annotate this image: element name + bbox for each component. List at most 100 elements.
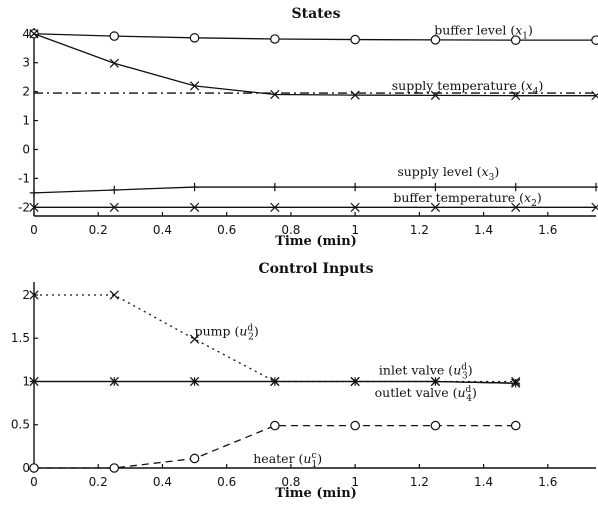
series-line-1-1 xyxy=(33,33,596,41)
x-axis-title-1: Time (min) xyxy=(275,234,357,249)
series-marker-2-4-3 xyxy=(189,453,200,464)
series-marker-2-3-3 xyxy=(190,377,199,386)
x-tick-label-2-5: 0.8 xyxy=(281,475,300,489)
series-marker-2-4-7 xyxy=(510,420,521,431)
y-tick-label-2-1: 2 xyxy=(22,288,30,302)
x-tick-label-2-4: 0.6 xyxy=(217,475,236,489)
series-marker-1-1-2 xyxy=(109,31,120,41)
series-label-1-2: supply temperature (x4) xyxy=(392,78,544,97)
series-2-4: heater (uc 1) xyxy=(29,420,521,473)
series-1-4: supply level (x3) xyxy=(29,164,598,198)
series-marker-1-5-3 xyxy=(189,202,200,212)
series-1-2: supply temperature (x4) xyxy=(29,29,598,101)
series-line-1-4 xyxy=(33,186,596,194)
y-tick-label-1-6: -1 xyxy=(18,171,30,185)
series-marker-2-4-1 xyxy=(29,463,39,473)
x-tick-label-1-5: 0.8 xyxy=(281,223,300,237)
x-tick-label-1-9: 1.6 xyxy=(538,223,557,237)
series-marker-2-3-6 xyxy=(431,377,440,386)
series-1-1: buffer level (x1) xyxy=(29,22,598,45)
series-marker-2-3-2 xyxy=(110,377,119,386)
series-marker-2-3-4 xyxy=(270,377,280,386)
series-label-1-5: buffer temperature (x2) xyxy=(393,190,541,209)
x-axis-title-2: Time (min) xyxy=(275,486,357,501)
series-2-3: outlet valve (ud 4) xyxy=(29,377,520,404)
series-label-2-2: inlet valve (ud 3) xyxy=(379,363,473,382)
series-marker-1-4-7 xyxy=(511,182,520,192)
series-marker-1-4-1 xyxy=(29,188,39,198)
series-marker-1-4-8 xyxy=(591,182,598,192)
series-marker-2-3-1 xyxy=(29,377,39,386)
series-marker-1-1-5 xyxy=(350,34,360,45)
y-tick-label-1-1: 4 xyxy=(22,27,30,41)
series-line-1-2 xyxy=(33,33,596,97)
x-tick-label-1-6: 1 xyxy=(351,223,359,237)
x-tick-label-1-1: 0 xyxy=(30,223,38,237)
y-tick-label-1-3: 2 xyxy=(22,85,30,99)
series-marker-1-5-5 xyxy=(350,202,360,212)
series-marker-1-5-2 xyxy=(109,202,119,212)
series-marker-1-4-5 xyxy=(350,182,360,192)
series-marker-1-4-4 xyxy=(270,182,280,192)
x-tick-label-2-9: 1.6 xyxy=(538,475,557,489)
series-marker-1-1-4 xyxy=(270,34,280,44)
chart-panel-2: Control Inputs 0 0.2 0.4 0.6 0.8 1 1.2 1.4 1.6 2 1.… xyxy=(11,261,596,501)
x-tick-label-2-6: 1 xyxy=(351,475,359,489)
y-tick-label-2-4: 0.5 xyxy=(11,418,30,432)
series-marker-1-1-6 xyxy=(430,35,441,45)
y-tick-label-1-7: -2 xyxy=(18,200,30,214)
series-marker-1-5-7 xyxy=(511,202,521,212)
x-tick-label-2-1: 0 xyxy=(30,475,38,489)
series-marker-1-1-8 xyxy=(591,35,598,45)
x-tick-label-2-2: 0.2 xyxy=(89,475,108,489)
x-tick-label-1-2: 0.2 xyxy=(89,223,108,237)
x-tick-label-1-7: 1.2 xyxy=(410,223,429,237)
series-marker-2-3-5 xyxy=(350,377,360,386)
series-marker-1-1-3 xyxy=(189,33,200,43)
series-marker-2-4-4 xyxy=(270,420,280,431)
series-marker-1-4-3 xyxy=(190,182,199,192)
y-tick-label-1-2: 3 xyxy=(22,56,30,70)
series-label-2-3: outlet valve (ud 4) xyxy=(375,385,477,404)
x-tick-label-1-4: 0.6 xyxy=(217,223,236,237)
y-tick-label-2-2: 1.5 xyxy=(11,331,30,345)
x-tick-label-2-3: 0.4 xyxy=(153,475,172,489)
series-marker-2-1-1 xyxy=(29,290,39,300)
series-marker-1-2-3 xyxy=(189,81,200,91)
series-1-5: buffer temperature (x2) xyxy=(29,190,598,212)
series-label-2-1: pump (ud 2) xyxy=(195,324,259,343)
series-marker-2-1-3 xyxy=(189,334,200,344)
series-marker-1-2-2 xyxy=(109,58,119,68)
series-marker-2-4-2 xyxy=(109,463,120,473)
series-marker-1-5-1 xyxy=(29,202,39,212)
x-tick-label-2-7: 1.2 xyxy=(410,475,429,489)
series-label-1-1: buffer level (x1) xyxy=(434,22,533,41)
series-marker-1-2-1 xyxy=(29,29,39,39)
series-marker-1-2-5 xyxy=(350,90,360,100)
y-tick-label-1-4: 1 xyxy=(22,114,30,128)
series-marker-2-1-2 xyxy=(109,290,119,300)
series-marker-1-2-4 xyxy=(270,89,280,100)
x-tick-label-1-8: 1.4 xyxy=(474,223,493,237)
series-label-1-4: supply level (x3) xyxy=(397,164,499,183)
series-marker-2-3-7 xyxy=(511,379,520,388)
x-tick-label-1-3: 0.4 xyxy=(153,223,172,237)
series-marker-2-4-5 xyxy=(350,420,360,431)
series-marker-1-5-6 xyxy=(430,202,441,212)
chart-title-1: States xyxy=(292,6,341,22)
series-label-2-4: heater (uc 1) xyxy=(253,451,322,470)
chart-panel-1: States 0 0.2 0.4 0.6 0.8 1 1.2 1.4 1.6 4 3 2 1 0 -1 -2 Ti… xyxy=(18,6,598,249)
series-marker-2-4-6 xyxy=(430,420,441,431)
series-marker-1-4-2 xyxy=(110,185,119,195)
y-tick-label-2-3: 1 xyxy=(22,374,30,388)
chart-title-2: Control Inputs xyxy=(258,261,373,277)
series-marker-1-5-8 xyxy=(591,202,598,212)
y-tick-label-1-5: 0 xyxy=(22,142,30,156)
series-marker-1-4-6 xyxy=(431,182,440,192)
x-tick-label-2-8: 1.4 xyxy=(474,475,493,489)
y-tick-label-2-5: 0 xyxy=(22,461,30,475)
series-marker-1-5-4 xyxy=(270,202,280,212)
series-marker-1-1-7 xyxy=(510,35,521,45)
